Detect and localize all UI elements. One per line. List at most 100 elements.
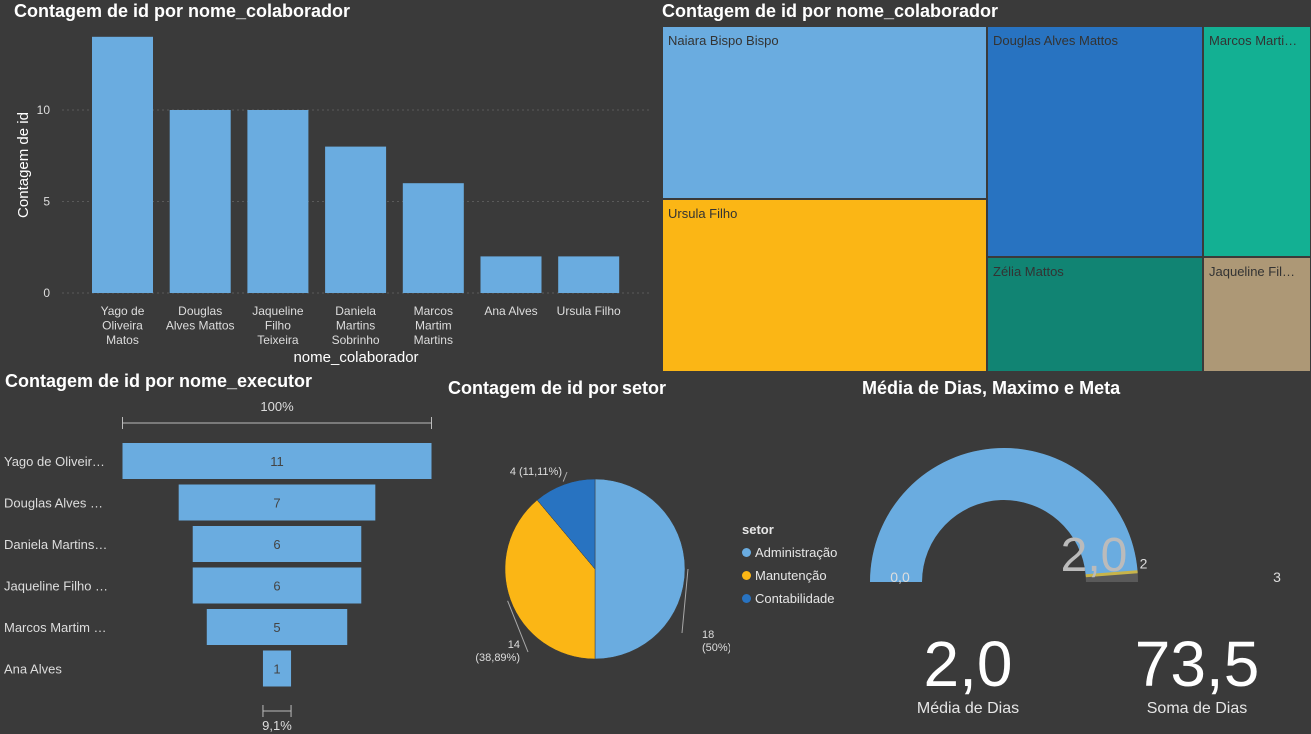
funnel-chart: 100% 11 Yago de Oliveir… 7 Douglas Alves … 6 D… bbox=[4, 399, 432, 733]
gauge-min-label: 0,0 bbox=[890, 569, 910, 585]
treemap-label: Jaqueline Fil… bbox=[1209, 264, 1295, 279]
x-tick-label: Douglas bbox=[178, 304, 222, 318]
funnel-value-label: 7 bbox=[273, 496, 280, 511]
legend-marker bbox=[742, 594, 751, 603]
bar bbox=[402, 183, 464, 293]
y-tick-label: 0 bbox=[43, 286, 50, 300]
pie-data-label: 4 (11,11%) bbox=[510, 466, 562, 478]
funnel-category-label: Marcos Martim … bbox=[4, 620, 107, 635]
pie-leader-line bbox=[562, 471, 568, 482]
funnel-category-label: Ana Alves bbox=[4, 662, 62, 677]
legend-marker bbox=[742, 548, 751, 557]
pie-leader-line bbox=[681, 568, 689, 634]
funnel-category-label: Yago de Oliveir… bbox=[4, 454, 105, 469]
y-axis-label: Contagem de id bbox=[15, 112, 32, 218]
funnel-title: Contagem de id por nome_executor bbox=[5, 371, 313, 391]
gauge-chart: 2 2,0 0,0 3 bbox=[870, 448, 1281, 585]
pie-data-label: 14 bbox=[508, 639, 520, 651]
x-tick-label: Martins bbox=[336, 319, 375, 333]
funnel-value-label: 5 bbox=[273, 620, 280, 635]
gauge-fill bbox=[870, 448, 1138, 582]
gauge-target-marker bbox=[1085, 570, 1138, 578]
funnel-bar bbox=[206, 609, 348, 645]
gauge-title: Média de Dias, Maximo e Meta bbox=[862, 378, 1121, 398]
x-tick-label: Martim bbox=[415, 319, 452, 333]
card-media-dias: 2,0 Média de Dias bbox=[888, 632, 1048, 718]
x-tick-label: Ursula Filho bbox=[557, 304, 621, 318]
y-tick-label: 10 bbox=[37, 103, 51, 117]
x-tick-label: Oliveira bbox=[102, 319, 143, 333]
funnel-top-label: 100% bbox=[260, 399, 294, 414]
funnel-value-label: 1 bbox=[273, 662, 280, 677]
funnel-bar bbox=[178, 484, 376, 521]
funnel-value-label: 6 bbox=[273, 579, 280, 594]
funnel-category-label: Douglas Alves … bbox=[4, 496, 103, 511]
treemap-label: Ursula Filho bbox=[668, 206, 738, 221]
pie-leader-line bbox=[507, 600, 529, 653]
funnel-value-label: 11 bbox=[270, 454, 284, 469]
legend-item: Contabilidade bbox=[742, 591, 837, 606]
funnel-bar bbox=[122, 443, 432, 479]
x-tick-label: Matos bbox=[106, 333, 139, 347]
gauge-max-label: 3 bbox=[1273, 569, 1281, 585]
gauge-value-label: 2,0 bbox=[1061, 529, 1128, 582]
treemap-cell: Zélia Mattos bbox=[987, 257, 1203, 372]
pie-slice bbox=[594, 478, 686, 660]
legend-item: Administração bbox=[742, 545, 837, 560]
pie-slice bbox=[504, 499, 596, 660]
bar bbox=[480, 256, 542, 293]
legend-label: Manutenção bbox=[755, 568, 827, 583]
bar bbox=[325, 146, 387, 293]
x-tick-label: Yago de bbox=[101, 304, 145, 318]
pie-title: Contagem de id por setor bbox=[448, 378, 667, 398]
funnel-bar bbox=[192, 526, 362, 562]
x-tick-label: Teixeira bbox=[257, 333, 299, 347]
x-tick-label: Filho bbox=[265, 319, 291, 333]
x-tick-label: Ana Alves bbox=[484, 304, 537, 318]
bar bbox=[92, 36, 153, 294]
treemap-label: Naiara Bispo Bispo bbox=[668, 33, 779, 48]
treemap-label: Douglas Alves Mattos bbox=[993, 33, 1119, 48]
funnel-bottom-label: 9,1% bbox=[262, 718, 292, 733]
legend-title: setor bbox=[742, 522, 774, 537]
treemap-cell: Marcos Marti… bbox=[1203, 26, 1311, 257]
treemap-cell: Douglas Alves Mattos bbox=[987, 26, 1203, 257]
funnel-category-label: Daniela Martins… bbox=[4, 537, 107, 552]
pie-data-label: (38,89%) bbox=[475, 652, 520, 664]
funnel-value-label: 6 bbox=[273, 537, 280, 552]
x-tick-label: Alves Mattos bbox=[166, 319, 235, 333]
card-label: Média de Dias bbox=[916, 700, 1020, 717]
treemap-title: Contagem de id por nome_colaborador bbox=[662, 1, 999, 21]
legend-item: Manutenção bbox=[742, 568, 837, 583]
y-tick-label: 5 bbox=[43, 195, 50, 209]
card-soma-dias: 73,5 Soma de Dias bbox=[1117, 632, 1277, 718]
x-tick-label: Daniela bbox=[335, 304, 376, 318]
legend-label: Administração bbox=[755, 545, 838, 560]
x-tick-label: Marcos bbox=[414, 304, 453, 318]
funnel-bar bbox=[262, 650, 292, 687]
bar bbox=[558, 256, 620, 293]
legend-marker bbox=[742, 571, 751, 580]
legend-label: Contabilidade bbox=[755, 591, 835, 606]
gauge-target-label: 2 bbox=[1140, 556, 1148, 572]
treemap-label: Zélia Mattos bbox=[993, 264, 1064, 279]
treemap-cell: Ursula Filho bbox=[662, 199, 987, 372]
x-tick-label: Martins bbox=[414, 333, 453, 347]
funnel-bar bbox=[192, 567, 362, 604]
bar-chart-title: Contagem de id por nome_colaborador bbox=[14, 1, 351, 21]
pie-data-label: (50%) bbox=[702, 642, 730, 654]
card-label: Soma de Dias bbox=[1146, 700, 1248, 717]
treemap-cell: Jaqueline Fil… bbox=[1203, 257, 1311, 372]
pie-data-label: 18 bbox=[702, 629, 714, 641]
x-tick-label: Sobrinho bbox=[332, 333, 380, 347]
card-value: 73,5 bbox=[1134, 628, 1260, 700]
pie-legend: setor Administração Manutenção Contabilida… bbox=[742, 522, 837, 606]
treemap: Naiara Bispo Bispo Ursula Filho Douglas Al… bbox=[662, 26, 1311, 372]
pie-chart: 18(50%) 14(38,89%) 4 (11,11%) bbox=[475, 466, 730, 664]
x-axis-label: nome_colaborador bbox=[293, 349, 418, 366]
x-tick-label: Jaqueline bbox=[252, 304, 304, 318]
pie-slice bbox=[536, 478, 596, 570]
bar bbox=[247, 110, 309, 293]
bar bbox=[169, 110, 231, 293]
